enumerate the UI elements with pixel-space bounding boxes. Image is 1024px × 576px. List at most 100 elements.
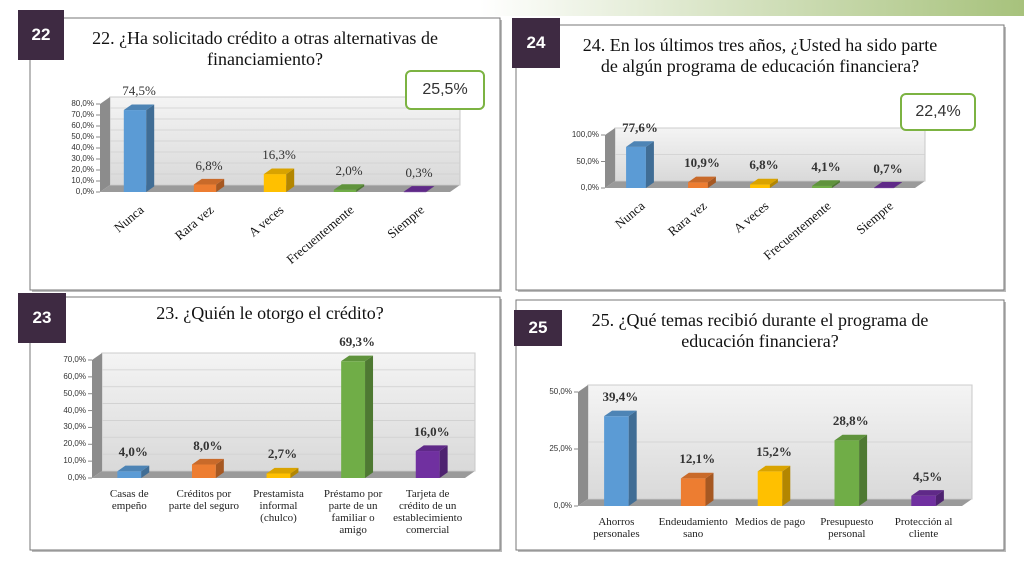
value-label: 8,0% (193, 437, 223, 453)
x-tick-label: Préstamo por parte de un familiar o amig… (323, 488, 383, 536)
slide-number: 23 (18, 293, 66, 343)
value-label: 74,5% (122, 83, 156, 99)
bar-top (266, 467, 299, 474)
value-label: 4,1% (811, 158, 841, 174)
y-tick-label: 50,0% (576, 156, 599, 166)
value-label: 6,8% (749, 157, 779, 173)
bar (688, 182, 708, 188)
value-label: 15,2% (756, 444, 792, 460)
value-label: 69,3% (339, 334, 375, 350)
bar-side (290, 467, 299, 478)
x-tick-label: Protección al cliente (894, 516, 953, 540)
bar-top (757, 465, 791, 472)
bar (834, 440, 860, 506)
y-tick-label: 60,0% (71, 121, 94, 130)
value-label: 16,0% (413, 424, 450, 440)
bar (266, 473, 291, 478)
bar-side (215, 458, 224, 478)
y-tick-label: 80,0% (71, 99, 94, 108)
bar-top (263, 168, 295, 175)
bar-side (707, 176, 716, 188)
bar-top (911, 490, 944, 496)
bar (403, 191, 427, 193)
chart-title: 25. ¿Qué temas recibió durante el progra… (591, 310, 929, 351)
bar (680, 478, 706, 506)
bar-top (626, 141, 654, 147)
y-tick-label: 50,0% (71, 132, 94, 141)
bar (117, 471, 142, 478)
header-band (480, 0, 1024, 16)
bar (263, 174, 287, 192)
bar (604, 416, 629, 506)
bar (626, 146, 646, 188)
bar (750, 184, 770, 188)
annotation: 25,5% (405, 70, 485, 110)
chart-title: 23. ¿Quién le otorgo el crédito? (156, 303, 384, 323)
bar-top (874, 182, 902, 188)
bar (874, 187, 894, 189)
bar-side (216, 178, 225, 192)
value-label: 2,0% (335, 162, 363, 178)
bar-side (426, 186, 435, 192)
value-label: 39,4% (602, 389, 639, 405)
side-wall (578, 385, 588, 506)
side-wall (605, 128, 615, 188)
bar-top (415, 445, 448, 452)
bar-side (365, 355, 374, 478)
x-tick-label: Créditos por parte del seguro (168, 488, 240, 512)
bar-top (604, 410, 637, 417)
y-tick-label: 50,0% (549, 387, 572, 396)
y-tick-label: 30,0% (63, 422, 86, 432)
bar-top (680, 472, 714, 479)
value-label: 77,6% (622, 119, 658, 135)
slide-number: 25 (514, 310, 562, 346)
bar (911, 495, 936, 506)
chart-title: 22. ¿Ha solicitado crédito a otras alter… (92, 28, 438, 69)
bar (191, 464, 216, 478)
x-tick-label: Ahorros personales (593, 516, 640, 540)
value-label: 4,0% (118, 444, 148, 460)
bar-side (356, 184, 365, 192)
y-tick-label: 0,0% (67, 473, 86, 482)
y-tick-label: 30,0% (71, 154, 94, 163)
side-wall (100, 97, 110, 192)
slide-number: 24 (512, 18, 560, 68)
bar-side (893, 182, 902, 188)
y-tick-label: 20,0% (63, 439, 86, 449)
x-tick-label: Endeudamiento sano (658, 516, 728, 540)
x-tick-label: Tarjeta de crédito de un establecimiento… (393, 488, 463, 536)
bar-top (123, 104, 155, 111)
bar-side (645, 141, 654, 188)
y-tick-label: 100,0% (571, 130, 599, 139)
x-tick-label: Presupuesto personal (820, 516, 874, 540)
y-tick-label: 70,0% (63, 355, 86, 364)
y-tick-label: 70,0% (71, 110, 94, 119)
bar-side (769, 178, 778, 188)
value-label: 28,8% (832, 413, 869, 429)
y-tick-label: 0,0% (580, 183, 599, 192)
bar-side (859, 434, 868, 506)
bar (812, 185, 832, 188)
bar-side (141, 465, 150, 478)
value-label: 12,1% (679, 451, 716, 467)
y-tick-label: 60,0% (63, 371, 86, 381)
x-tick-label: Casas de empeño (109, 488, 149, 512)
x-tick-label: Medios de pago (734, 516, 806, 528)
bar-top (688, 176, 716, 183)
bar-side (628, 410, 637, 506)
y-tick-label: 50,0% (63, 388, 86, 398)
side-wall (92, 353, 102, 478)
bar-side (782, 465, 791, 506)
value-label: 4,5% (912, 468, 943, 484)
bar-side (831, 180, 840, 188)
y-tick-label: 20,0% (71, 165, 94, 174)
bar (123, 110, 147, 192)
bar (333, 189, 357, 192)
value-label: 10,9% (684, 155, 720, 171)
value-label: 16,3% (262, 147, 296, 163)
y-tick-label: 10,0% (71, 176, 94, 185)
bar (341, 361, 366, 478)
bar-side (439, 445, 448, 478)
bar-top (191, 458, 224, 465)
